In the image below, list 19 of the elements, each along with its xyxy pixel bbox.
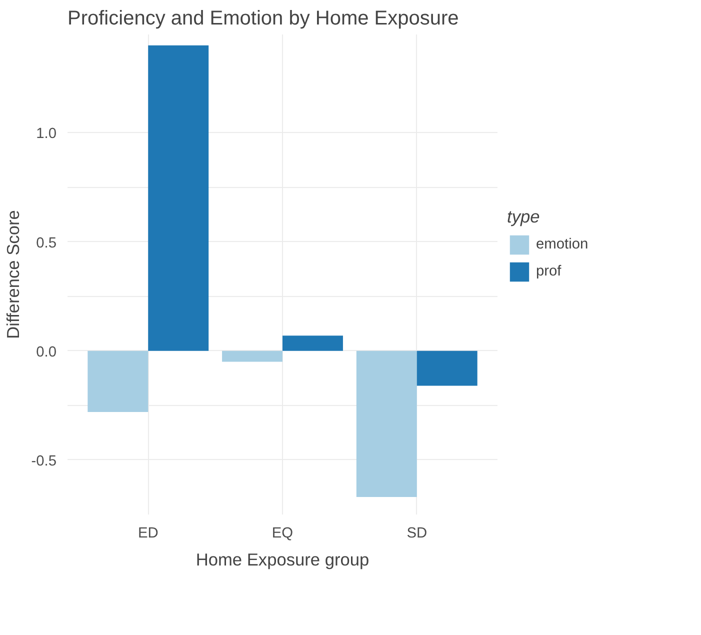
bar: [356, 350, 417, 498]
bar: [282, 336, 343, 351]
x-tick-label: ED: [138, 526, 158, 542]
bar: [88, 350, 148, 412]
chart-title: Proficiency and Emotion by Home Exposure: [68, 8, 459, 30]
x-axis-title: Home Exposure group: [196, 550, 370, 570]
legend-label: emotion: [536, 236, 588, 252]
y-axis-title: Difference Score: [3, 210, 24, 339]
bar: [148, 45, 209, 351]
bar: [222, 350, 282, 362]
y-tick-label: -0.5: [31, 453, 57, 470]
legend-title: type: [507, 206, 541, 228]
x-tick-label: EQ: [272, 526, 294, 542]
legend-label: prof: [536, 263, 562, 280]
y-tick-label: 0.5: [36, 235, 56, 252]
bar: [416, 350, 478, 386]
y-tick-label: 0.0: [36, 344, 56, 360]
x-tick-label: SD: [406, 526, 428, 542]
y-tick-label: 1.0: [36, 126, 56, 142]
